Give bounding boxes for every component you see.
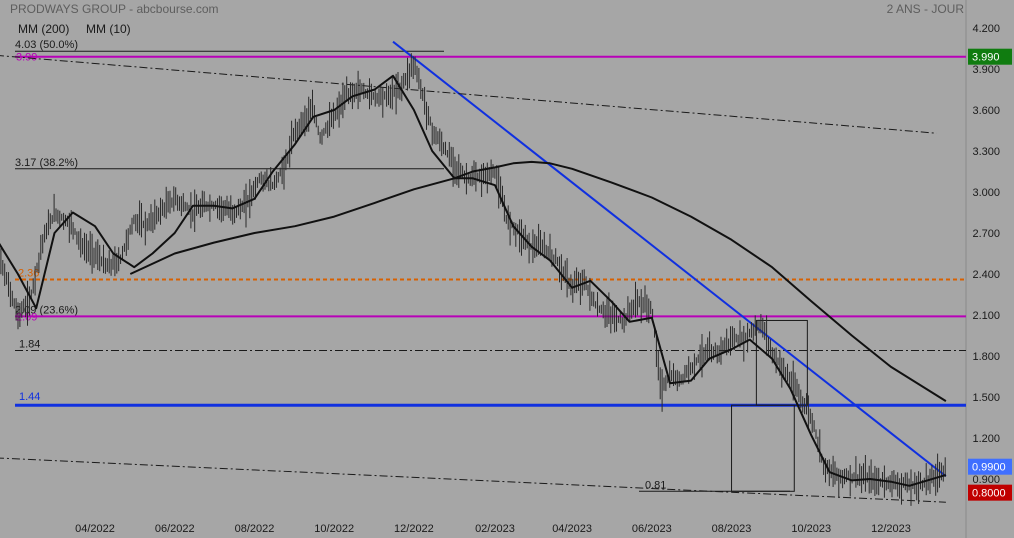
y-tick-label: 3.900 [972,64,1000,76]
period-label: 2 ANS - JOUR [886,2,964,16]
fibo-level-label: 2.09 (23.6%) [15,304,78,316]
y-tick-label: 4.200 [972,23,1000,35]
price-bars [0,53,946,506]
y-tick-label: 3.000 [972,187,1000,199]
x-tick-label: 06/2022 [155,523,195,535]
channel-line [0,457,946,503]
chart-title: PRODWAYS GROUP - abcbourse.com [10,2,219,16]
price-badge-label: 0.9900 [972,462,1006,474]
mm200-line [129,160,947,402]
y-tick-label: 0.900 [972,474,1000,486]
x-tick-label: 10/2023 [791,523,831,535]
y-tick-label: 1.500 [972,392,1000,404]
fibo-level-label: 3.17 (38.2%) [15,157,78,169]
x-tick-label: 04/2022 [75,523,115,535]
x-tick-label: 12/2023 [871,523,911,535]
trendline [392,40,947,478]
measure-box [731,404,795,492]
y-tick-label: 3.600 [972,105,1000,117]
y-tick-label: 2.100 [972,310,1000,322]
price-badge-label: 3.990 [972,52,1000,64]
price-badge-label: 0.8000 [972,488,1006,500]
level-label: 1.44 [19,391,40,403]
level-label: 3.99 [16,52,37,64]
y-tick-label: 1.800 [972,351,1000,363]
y-tick-label: 2.400 [972,269,1000,281]
indicator-mm200-label: MM (200) [18,22,70,36]
y-tick-label: 3.300 [972,146,1000,158]
x-tick-label: 04/2023 [552,523,592,535]
level-label: 0.81 [645,479,666,491]
mm10-line [0,74,947,487]
channel-line [0,55,937,134]
x-tick-label: 08/2023 [712,523,752,535]
price-badge [968,484,1012,501]
x-tick-label: 10/2022 [314,523,354,535]
x-tick-label: 12/2022 [394,523,434,535]
price-badge [968,458,1012,475]
x-tick-label: 08/2022 [235,523,275,535]
level-label: 2.36 [18,267,39,279]
fibo-level-label: 4.03 (50.0%) [15,39,78,51]
level-label: 1.84 [19,339,40,351]
y-tick-label: 2.700 [972,228,1000,240]
x-tick-label: 02/2023 [475,523,515,535]
price-badge [968,48,1012,65]
indicator-mm10-label: MM (10) [86,22,131,36]
level-label: 2.09 [16,311,37,323]
y-tick-label: 1.200 [972,433,1000,445]
x-tick-label: 06/2023 [632,523,672,535]
